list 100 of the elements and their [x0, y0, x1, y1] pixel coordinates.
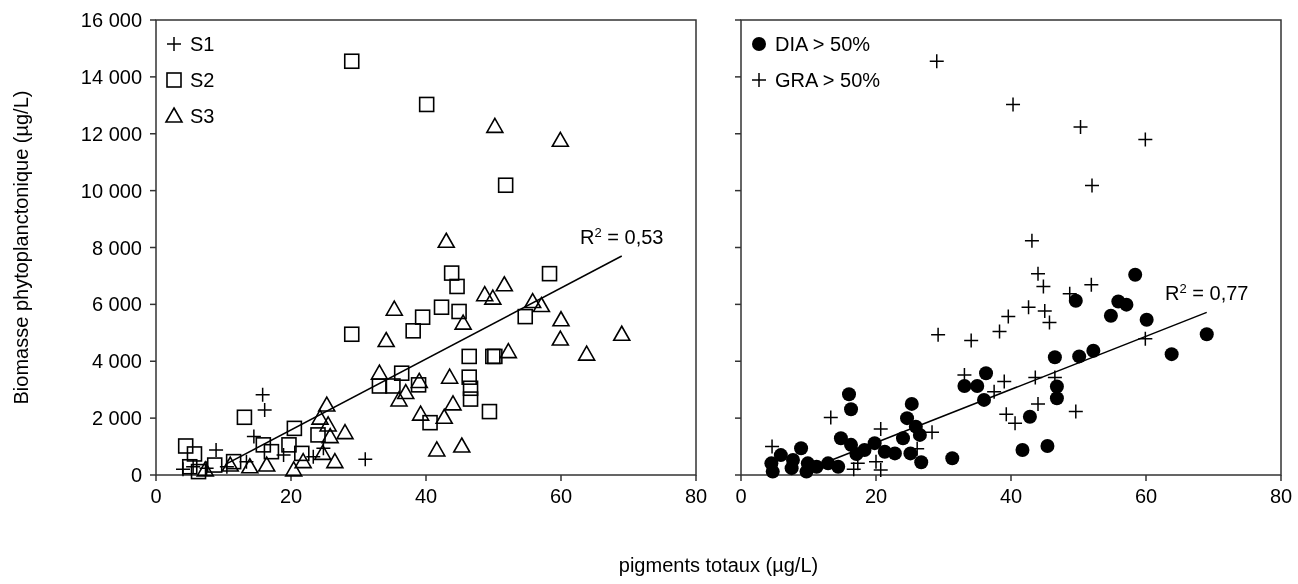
point	[914, 455, 929, 470]
point	[286, 420, 303, 437]
point	[371, 378, 388, 394]
point	[497, 177, 514, 194]
y-tick-label: 4 000	[91, 350, 142, 373]
point	[765, 464, 780, 479]
point	[1199, 327, 1214, 342]
legend-label: S2	[190, 69, 215, 91]
point	[912, 427, 927, 442]
point	[370, 364, 389, 380]
point	[475, 285, 494, 302]
point	[437, 232, 456, 249]
point	[896, 431, 910, 446]
point	[396, 383, 415, 400]
point	[336, 423, 354, 440]
point	[343, 53, 360, 70]
point	[313, 444, 332, 461]
y-tick-label: 8 000	[91, 236, 142, 259]
point	[206, 457, 223, 473]
point	[411, 405, 430, 421]
x-tick-label: 20	[864, 485, 888, 507]
point	[1015, 442, 1030, 457]
point	[532, 296, 551, 313]
point	[552, 310, 570, 327]
point	[887, 446, 902, 461]
point	[452, 437, 471, 453]
legend-label: S3	[190, 105, 215, 127]
point	[294, 452, 312, 469]
point	[517, 308, 534, 325]
point	[1022, 409, 1037, 424]
point	[311, 409, 329, 425]
y-tick-label: 6 000	[91, 293, 142, 316]
point	[784, 461, 799, 476]
y-tick-label: 12 000	[80, 122, 142, 145]
annotation: R$^{2}$ = 0,53	[580, 224, 664, 249]
point	[186, 446, 203, 462]
point	[833, 431, 848, 446]
point	[481, 403, 498, 420]
annotation: R$^{2}$ = 0,77	[1165, 280, 1249, 305]
point	[1103, 308, 1118, 323]
point	[257, 456, 276, 472]
point	[281, 437, 297, 453]
point	[831, 459, 846, 474]
point	[462, 380, 479, 397]
x-tick-label: 80	[1269, 485, 1293, 507]
x-tick-label: 0	[735, 485, 747, 507]
point	[523, 292, 542, 309]
point	[410, 372, 429, 389]
y-tick-label: 14 000	[80, 65, 142, 88]
point	[462, 391, 479, 407]
x-tick-label: 40	[414, 485, 438, 507]
point	[343, 326, 360, 343]
x-tick-label: 40	[999, 485, 1023, 507]
x-tick-label: 60	[549, 485, 573, 507]
x-tick-label: 80	[684, 485, 708, 507]
point	[551, 330, 570, 346]
point	[410, 377, 427, 393]
point	[236, 409, 253, 426]
point	[443, 265, 460, 281]
point	[979, 366, 994, 381]
point	[844, 402, 859, 417]
point	[495, 275, 514, 292]
point	[842, 387, 856, 402]
point	[541, 265, 558, 282]
point	[461, 348, 477, 365]
x-tick-label: 0	[150, 485, 162, 507]
point	[440, 368, 459, 384]
point	[900, 411, 915, 426]
point	[1040, 438, 1055, 453]
point	[612, 325, 631, 342]
legend-label: GRA > 50%	[775, 69, 881, 91]
point	[577, 345, 596, 361]
point	[385, 300, 404, 317]
point	[326, 452, 344, 469]
point	[461, 369, 477, 385]
point	[255, 437, 272, 453]
point	[433, 299, 450, 316]
y-axis-title: Biomasse phytoplanctonique (µg/L)	[10, 90, 32, 405]
point	[1139, 312, 1154, 327]
point	[377, 331, 395, 348]
point	[1119, 297, 1134, 312]
point	[221, 456, 240, 472]
point	[263, 443, 280, 460]
point	[310, 427, 326, 443]
point	[393, 365, 410, 381]
point	[773, 448, 788, 463]
point	[451, 303, 467, 320]
point	[317, 396, 336, 412]
point	[1072, 349, 1087, 364]
point	[319, 416, 337, 432]
point	[405, 323, 421, 339]
point	[945, 451, 960, 466]
y-tick-label: 2 000	[91, 407, 142, 430]
point	[1086, 343, 1101, 358]
point	[414, 309, 431, 325]
point	[225, 453, 242, 470]
y-tick-label: 0	[130, 464, 142, 486]
point	[284, 461, 303, 477]
point	[321, 427, 339, 444]
legend-label: S1	[190, 33, 215, 55]
